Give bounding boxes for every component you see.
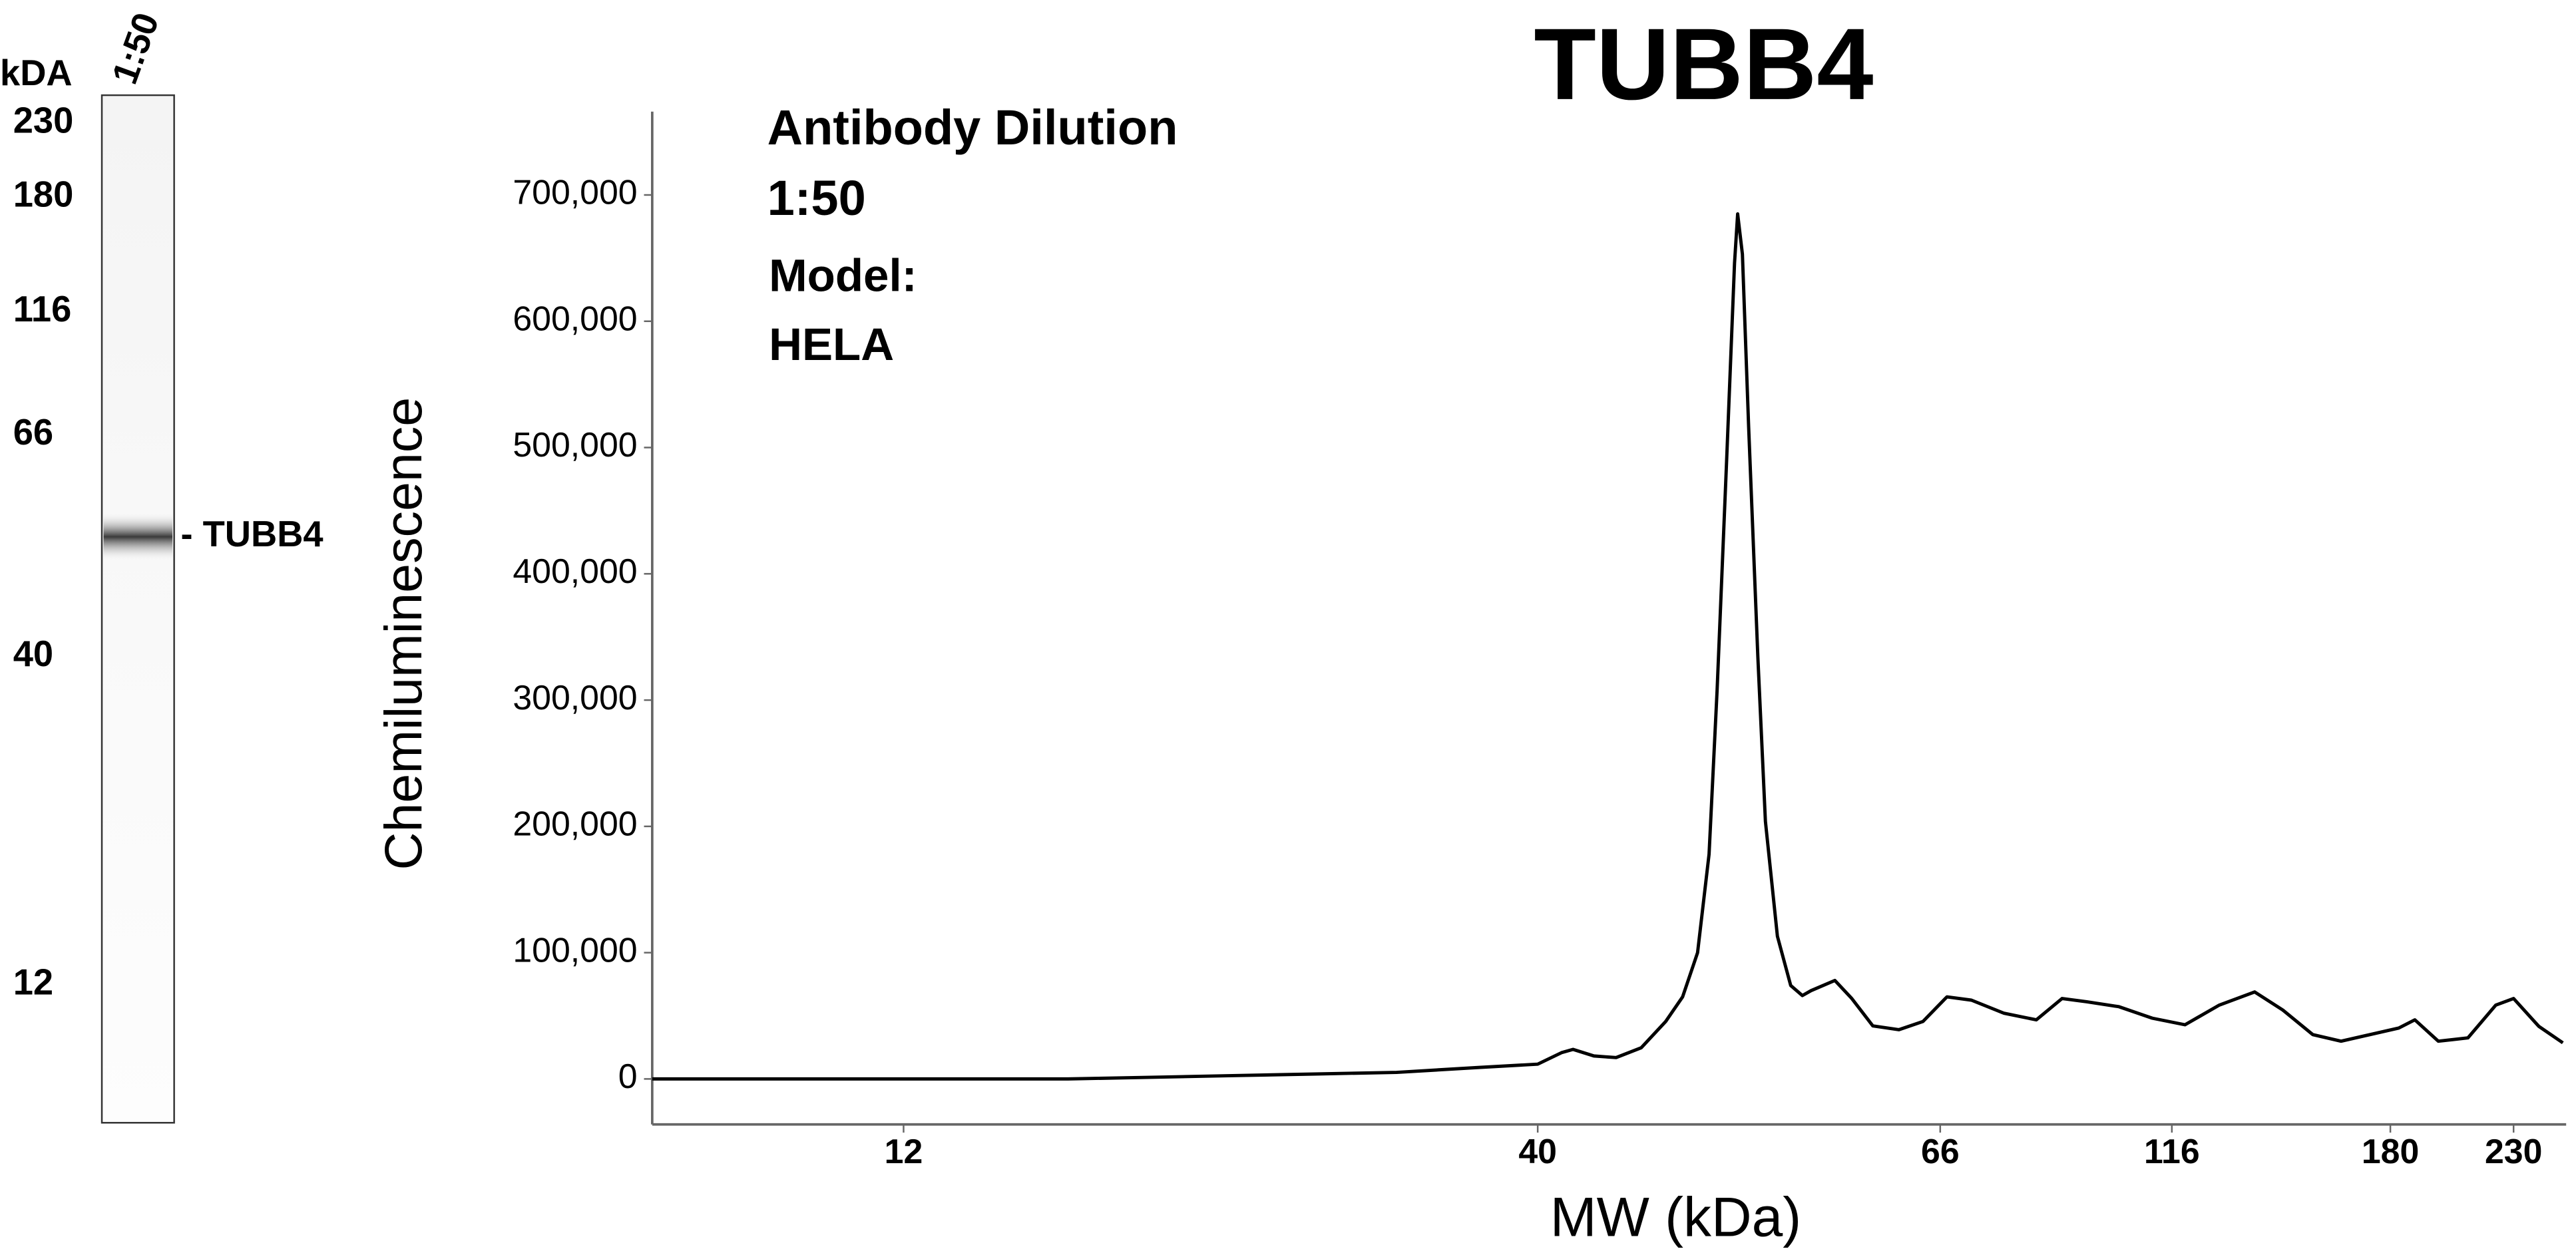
y-tick-label: 600,000 bbox=[513, 299, 637, 337]
annotation: HELA bbox=[769, 318, 894, 370]
y-tick-label: 200,000 bbox=[513, 805, 637, 843]
annotation: Model: bbox=[769, 250, 917, 301]
gel-band-label: - TUBB4 bbox=[180, 514, 323, 554]
gel-marker-label: 180 bbox=[13, 174, 74, 214]
data-line bbox=[652, 212, 2564, 1081]
y-tick-label: 500,000 bbox=[513, 425, 637, 464]
x-tick-label: 230 bbox=[2485, 1132, 2542, 1170]
y-tick-label: 0 bbox=[618, 1057, 638, 1095]
gel-marker-label: 66 bbox=[13, 412, 53, 452]
x-tick-label: 180 bbox=[2362, 1132, 2419, 1170]
annotation: 1:50 bbox=[767, 170, 866, 226]
gel-marker-label: 230 bbox=[13, 100, 74, 140]
x-tick-label: 116 bbox=[2144, 1132, 2200, 1170]
annotation: Antibody Dilution bbox=[767, 100, 1178, 155]
x-tick-label: 12 bbox=[885, 1132, 923, 1170]
gel-marker-label: 40 bbox=[13, 633, 53, 674]
y-axis-label: Chemiluminescence bbox=[374, 397, 433, 870]
x-axis-label: MW (kDa) bbox=[1550, 1185, 1801, 1248]
y-tick-label: 400,000 bbox=[513, 552, 637, 590]
y-tick-label: 100,000 bbox=[513, 930, 637, 969]
gel-marker-label: 12 bbox=[13, 962, 53, 1002]
gel-marker-label: 116 bbox=[13, 289, 72, 329]
x-tick-label: 40 bbox=[1518, 1132, 1557, 1170]
y-tick-label: 700,000 bbox=[513, 173, 637, 212]
gel-lane-label: 1:50 bbox=[104, 7, 166, 89]
gel-lane bbox=[101, 94, 175, 1124]
gel-header: kDA bbox=[0, 53, 73, 93]
x-tick-label: 66 bbox=[1921, 1132, 1960, 1170]
y-tick-label: 300,000 bbox=[513, 678, 637, 717]
chart-title: TUBB4 bbox=[1534, 8, 1873, 121]
gel-band bbox=[103, 512, 173, 562]
